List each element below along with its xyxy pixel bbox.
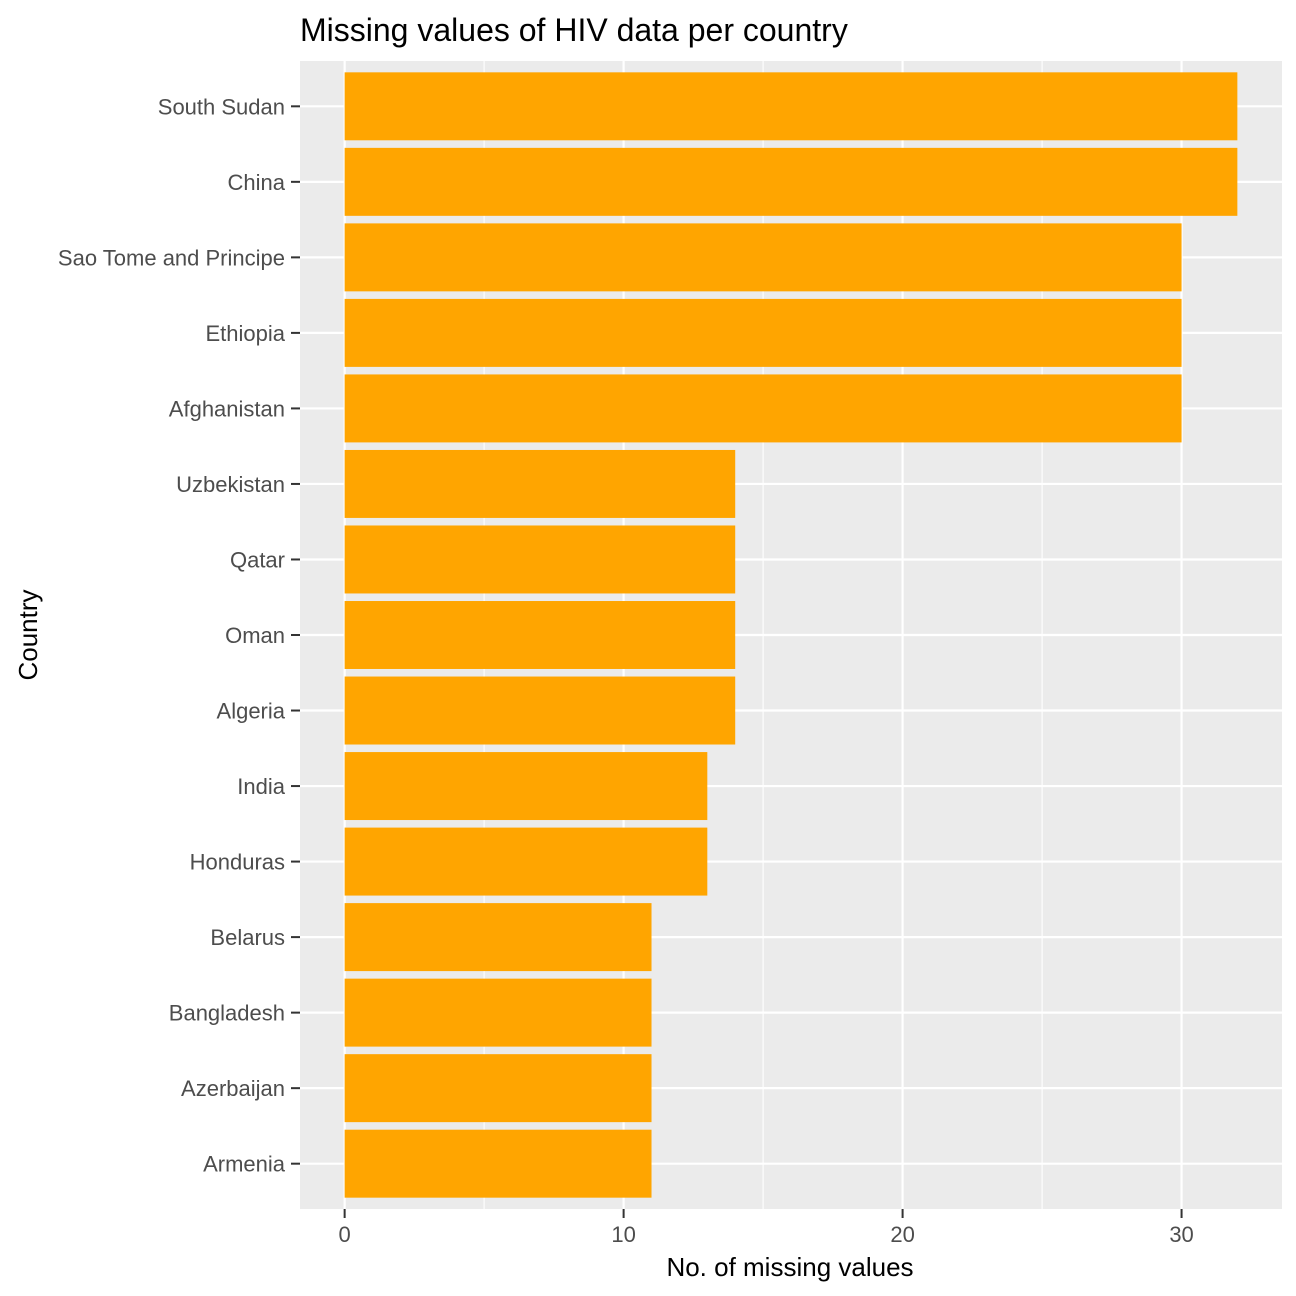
y-tick-label: Sao Tome and Principe [58,245,285,270]
y-tick-label: Afghanistan [169,396,285,421]
y-tick-label: Qatar [230,547,285,572]
y-tick-label: India [237,774,285,799]
y-tick-label: Oman [225,623,285,648]
bar [344,223,1182,292]
bar [344,374,1182,443]
y-axis: South Sudan China Sao Tome and Principe Eth… [58,94,300,1177]
y-tick-label: South Sudan [158,94,285,119]
bar [344,147,1238,216]
y-tick-label: China [228,170,286,195]
bar [344,827,708,896]
bar [344,449,736,518]
bar [344,72,1238,141]
bar [344,601,736,669]
bar [344,752,708,821]
y-tick-label: Bangladesh [169,1001,285,1026]
bar [344,1054,652,1123]
x-tick-label: 10 [611,1222,635,1247]
bar [344,525,736,594]
bar [344,298,1182,367]
y-tick-label: Azerbaijan [181,1076,285,1101]
x-tick-label: 30 [1169,1222,1193,1247]
x-tick-label: 20 [890,1222,914,1247]
y-tick-label: Uzbekistan [176,472,285,497]
y-tick-label: Armenia [203,1152,286,1177]
bars [344,72,1238,1198]
y-tick-label: Belarus [210,925,285,950]
y-tick-label: Algeria [217,699,286,724]
bar [344,903,652,972]
y-tick-label: Honduras [190,850,285,875]
x-tick-label: 0 [339,1222,351,1247]
chart-title: Missing values of HIV data per country [300,12,848,48]
y-axis-title: Country [13,589,43,680]
y-tick-label: Ethiopia [205,321,285,346]
x-axis: 0 10 20 30 [339,1209,1194,1247]
bar [344,1129,652,1198]
bar [344,676,736,745]
x-axis-title: No. of missing values [666,1252,913,1282]
bar [344,978,652,1047]
